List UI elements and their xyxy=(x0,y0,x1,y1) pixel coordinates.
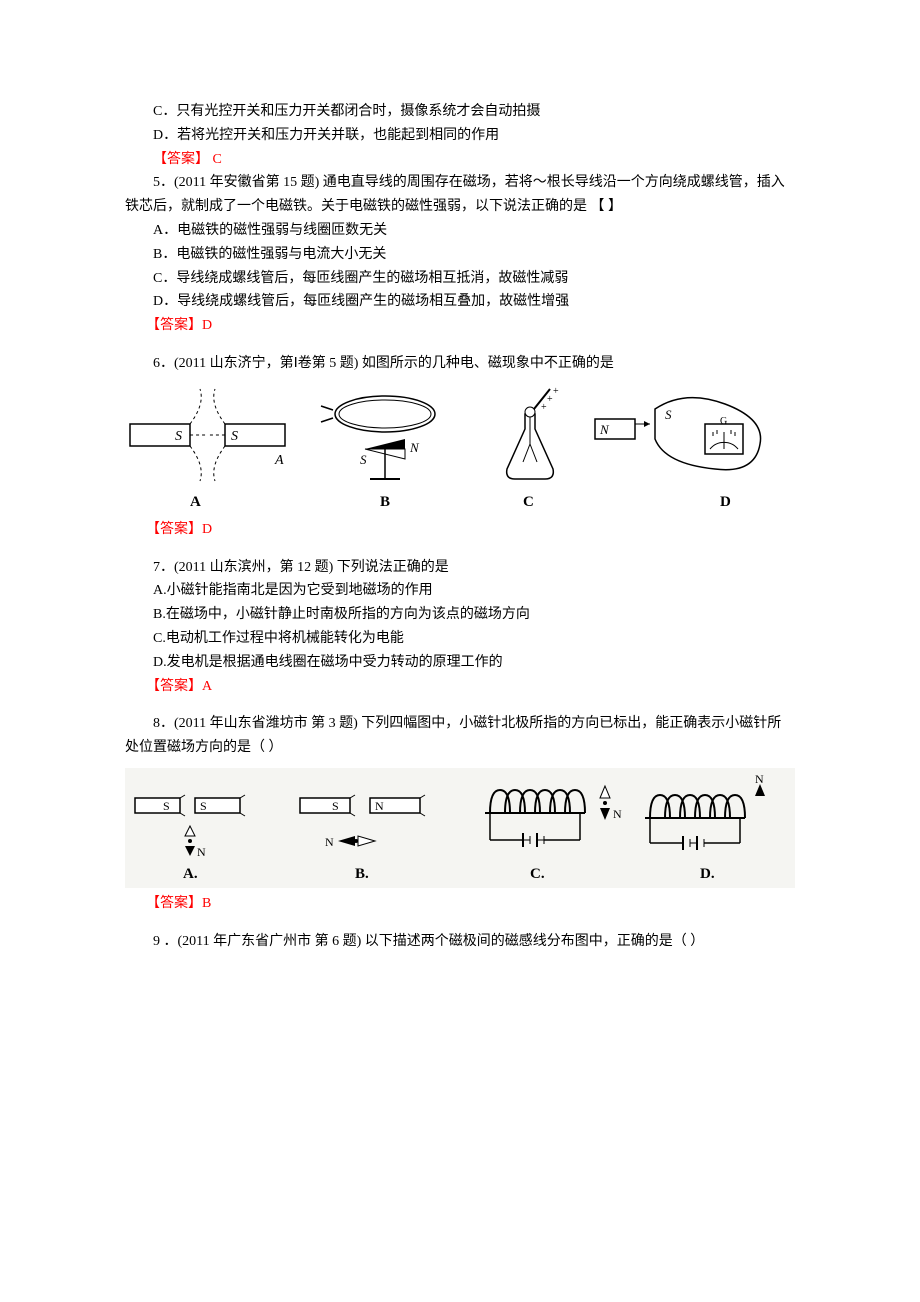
q6-figure: S S A A S xyxy=(125,384,795,514)
svg-text:N: N xyxy=(409,440,420,455)
q7-option-b: B.在磁场中，小磁针静止时南极所指的方向为该点的磁场方向 xyxy=(125,603,795,627)
svg-text:C: C xyxy=(523,494,534,510)
q8-answer: 【答案】B xyxy=(125,892,795,916)
q6-fig-b: S N B xyxy=(321,396,435,510)
svg-text:S: S xyxy=(332,799,339,813)
q9-stem: 9 ．(2011 年广东省广州市 第 6 题) 以下描述两个磁极间的磁感线分布图… xyxy=(125,930,795,954)
page: C．只有光控开关和压力开关都闭合时，摄像系统才会自动拍摄 D．若将光控开关和压力… xyxy=(0,0,920,1302)
svg-text:C.: C. xyxy=(530,866,545,882)
svg-text:S: S xyxy=(163,799,170,813)
svg-text:+: + xyxy=(541,402,547,413)
q7-answer: 【答案】A xyxy=(125,675,795,699)
svg-text:S: S xyxy=(665,407,672,422)
svg-text:N: N xyxy=(375,799,384,813)
svg-text:N: N xyxy=(755,772,764,786)
svg-text:A: A xyxy=(274,453,284,468)
svg-text:+: + xyxy=(547,394,553,405)
q7-option-a: A.小磁针能指南北是因为它受到地磁场的作用 xyxy=(125,579,795,603)
q4-option-d: D．若将光控开关和压力开关并联，也能起到相同的作用 xyxy=(125,124,795,148)
q7-option-c: C.电动机工作过程中将机械能转化为电能 xyxy=(125,627,795,651)
svg-text:S: S xyxy=(175,429,182,444)
q5-answer: 【答案】D xyxy=(125,314,795,338)
svg-text:N: N xyxy=(325,835,334,849)
q4-answer: 【答案】 C xyxy=(125,148,795,172)
q6-fig-a: S S A A xyxy=(130,389,285,510)
q5-option-b: B．电磁铁的磁性强弱与电流大小无关 xyxy=(125,243,795,267)
q5-option-d: D．导线绕成螺线管后，每匝线圈产生的磁场相互叠加，故磁性增强 xyxy=(125,290,795,314)
q6-answer: 【答案】D xyxy=(125,518,795,542)
q4-option-c: C．只有光控开关和压力开关都闭合时，摄像系统才会自动拍摄 xyxy=(125,100,795,124)
svg-text:B.: B. xyxy=(355,866,369,882)
svg-text:D.: D. xyxy=(700,866,715,882)
svg-text:A.: A. xyxy=(183,866,198,882)
svg-text:N: N xyxy=(197,845,206,859)
svg-text:D: D xyxy=(720,494,731,510)
q7-option-d: D.发电机是根据通电线圈在磁场中受力转动的原理工作的 xyxy=(125,651,795,675)
q7-stem: 7．(2011 山东滨州，第 12 题) 下列说法正确的是 xyxy=(125,556,795,580)
q6-stem: 6．(2011 山东济宁，第Ⅰ卷第 5 题) 如图所示的几种电、磁现象中不正确的… xyxy=(125,352,795,376)
q5-option-c: C．导线绕成螺线管后，每匝线圈产生的磁场相互抵消，故磁性减弱 xyxy=(125,267,795,291)
q8-stem: 8．(2011 年山东省潍坊市 第 3 题) 下列四幅图中，小磁针北极所指的方向… xyxy=(125,712,795,760)
svg-text:N: N xyxy=(613,807,622,821)
q6-fig-c: + + + C xyxy=(507,386,559,510)
q8-figure: S S N A. S N xyxy=(125,768,795,888)
q5-option-a: A．电磁铁的磁性强弱与线圈匝数无关 xyxy=(125,219,795,243)
svg-text:B: B xyxy=(380,494,390,510)
svg-text:G: G xyxy=(720,416,727,427)
q6-fig-d: N S G D xyxy=(595,397,761,509)
svg-text:A: A xyxy=(190,494,201,510)
q5-stem: 5．(2011 年安徽省第 15 题) 通电直导线的周围存在磁场，若将～根长导线… xyxy=(125,171,795,219)
svg-text:S: S xyxy=(200,799,207,813)
svg-text:S: S xyxy=(231,429,238,444)
svg-text:N: N xyxy=(599,422,610,437)
svg-text:S: S xyxy=(360,452,367,467)
svg-text:+: + xyxy=(553,386,559,397)
